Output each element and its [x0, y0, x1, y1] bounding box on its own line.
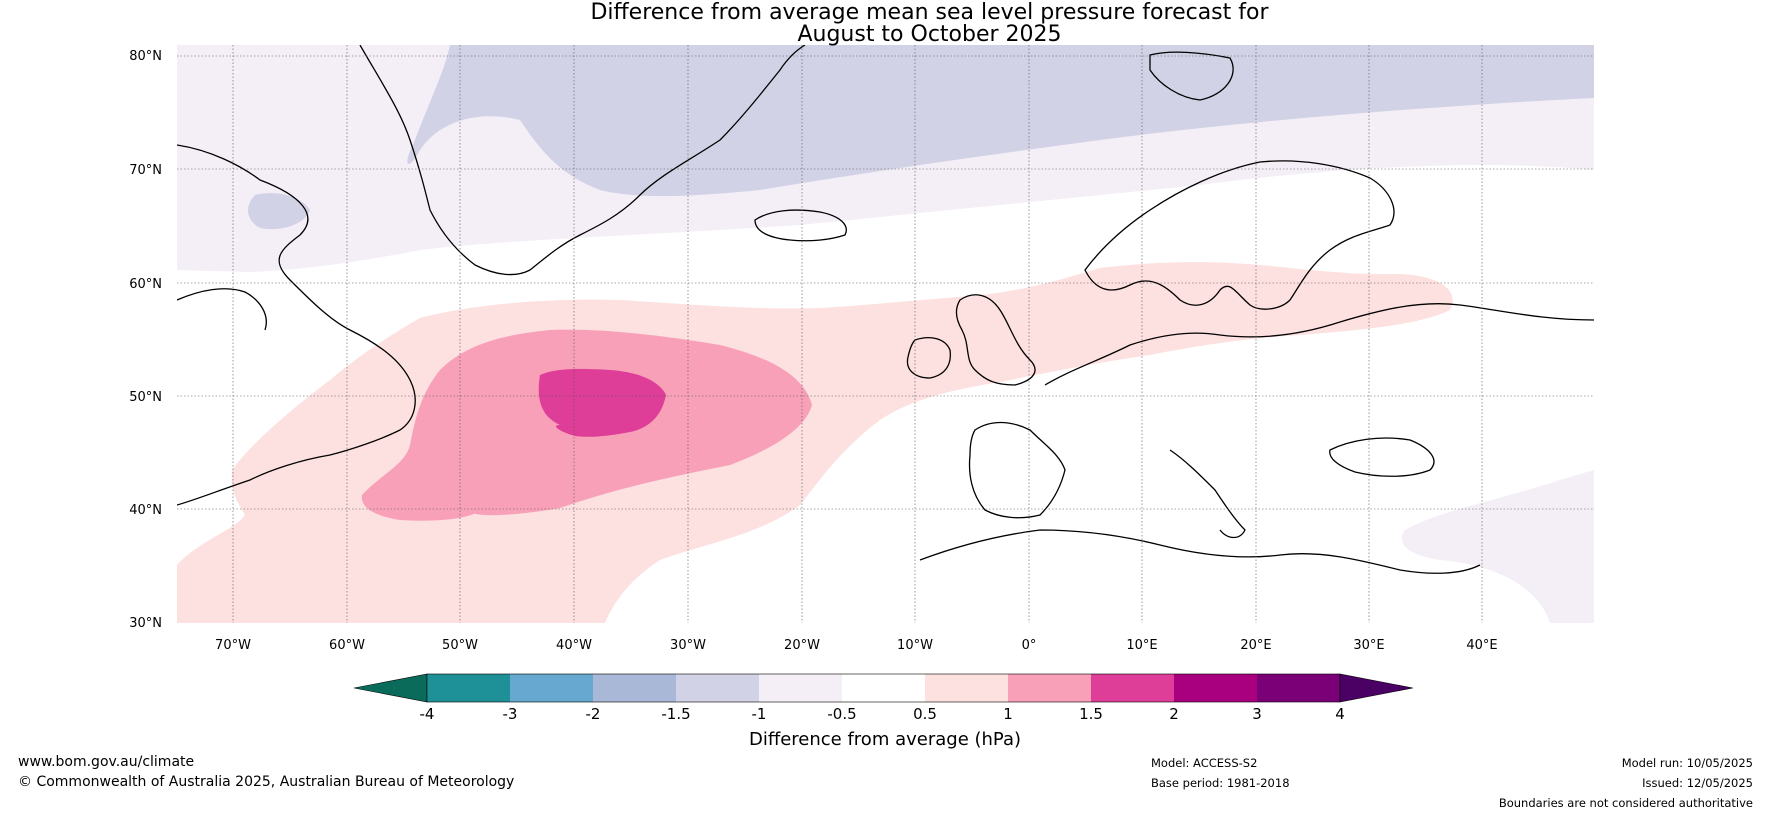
- lat-label: 50°N: [129, 390, 162, 405]
- europe-coast: [1044, 303, 1594, 386]
- colorbar-tick-label: -1: [752, 705, 767, 723]
- footer-model-run: Model run: 10/05/2025: [1621, 756, 1753, 770]
- ireland-coast: [906, 337, 951, 379]
- colorbar-tick-label: 3: [1252, 705, 1262, 723]
- colorbar-segment: [925, 674, 1008, 702]
- footer-copyright: © Commonwealth of Australia 2025, Austra…: [18, 774, 515, 790]
- lat-label: 80°N: [129, 49, 162, 64]
- negative-anomaly-lavender-west: [248, 193, 310, 230]
- footer-issued: Issued: 12/05/2025: [1642, 776, 1753, 790]
- lat-label: 70°N: [129, 163, 162, 178]
- colorbar-segment: [427, 674, 510, 702]
- colorbar-extension-high: [1339, 673, 1414, 703]
- colorbar-segment: [510, 674, 593, 702]
- scandinavia-coast: [1084, 160, 1395, 310]
- iceland-coast: [754, 209, 847, 242]
- colorbar-segment: [842, 674, 925, 702]
- lon-label: 70°W: [215, 638, 251, 653]
- north-america-coast: [177, 144, 416, 506]
- footer-website: www.bom.gov.au/climate: [18, 754, 195, 770]
- lon-label: 10°E: [1126, 638, 1157, 653]
- lon-label: 60°W: [329, 638, 365, 653]
- longitude-labels: 70°W 60°W 50°W 40°W 30°W 20°W 10°W 0° 10…: [215, 638, 1498, 653]
- colorbar-tick-label: 1.5: [1079, 705, 1103, 723]
- lon-label: 20°W: [784, 638, 820, 653]
- positive-anomaly-magenta: [538, 368, 666, 437]
- lon-label: 30°E: [1353, 638, 1384, 653]
- lon-label: 10°W: [897, 638, 933, 653]
- lon-label: 30°W: [670, 638, 706, 653]
- footer-disclaimer: Boundaries are not considered authoritat…: [1498, 796, 1753, 810]
- colorbar-tick-label: 4: [1335, 705, 1345, 723]
- colorbar-extension-low: [353, 673, 428, 703]
- colorbar-tick-label: -4: [420, 705, 435, 723]
- colorbar-tick-label: 1: [1003, 705, 1013, 723]
- negative-anomaly-lavender: [407, 45, 1594, 197]
- colorbar-segment: [593, 674, 676, 702]
- labrador-coast: [177, 288, 267, 331]
- lat-label: 30°N: [129, 616, 162, 631]
- lon-label: 0°: [1022, 638, 1037, 653]
- colorbar-segment: [759, 674, 842, 702]
- colorbar-tick-label: -0.5: [827, 705, 856, 723]
- colorbar: [353, 673, 1414, 703]
- colorbar-title: Difference from average (hPa): [749, 729, 1021, 750]
- colorbar-frame: [426, 673, 1341, 703]
- colorbar-tick-label: -1.5: [661, 705, 690, 723]
- coastlines: [177, 45, 1594, 574]
- lat-label: 60°N: [129, 277, 162, 292]
- footer-base-period: Base period: 1981-2018: [1151, 776, 1290, 790]
- lon-label: 40°E: [1466, 638, 1497, 653]
- iberia-coast: [968, 421, 1066, 519]
- footer-model: Model: ACCESS-S2: [1151, 756, 1258, 770]
- colorbar-segment: [1008, 674, 1091, 702]
- colorbar-segment: [1174, 674, 1257, 702]
- colorbar-tick-label: 0.5: [913, 705, 937, 723]
- graticule: [177, 45, 1594, 623]
- colorbar-tick-label: -3: [503, 705, 518, 723]
- latitude-labels: 80°N 70°N 60°N 50°N 40°N 30°N: [129, 49, 162, 631]
- greenland-coast: [359, 45, 806, 276]
- negative-anomaly-pale-southeast: [1401, 470, 1594, 623]
- colorbar-tick-label: 2: [1169, 705, 1179, 723]
- lon-label: 20°E: [1240, 638, 1271, 653]
- lon-label: 50°W: [442, 638, 478, 653]
- map-title-line2: August to October 2025: [797, 22, 1062, 47]
- map-title-line1: Difference from average mean sea level p…: [590, 0, 1269, 25]
- svalbard-coast: [1149, 51, 1234, 101]
- colorbar-segment: [1257, 674, 1340, 702]
- lat-label: 40°N: [129, 503, 162, 518]
- colorbar-tick-label: -2: [586, 705, 601, 723]
- colorbar-tick-labels: -4 -3 -2 -1.5 -1 -0.5 0.5 1 1.5 2 3 4: [420, 705, 1345, 723]
- colorbar-segment: [1091, 674, 1174, 702]
- italy-coast: [1169, 449, 1246, 539]
- north-africa-coast: [919, 529, 1481, 574]
- great-britain-coast: [955, 294, 1036, 386]
- colorbar-segment: [676, 674, 759, 702]
- black-sea-coast: [1329, 437, 1435, 477]
- lon-label: 40°W: [556, 638, 592, 653]
- anomaly-shading: [177, 45, 1594, 623]
